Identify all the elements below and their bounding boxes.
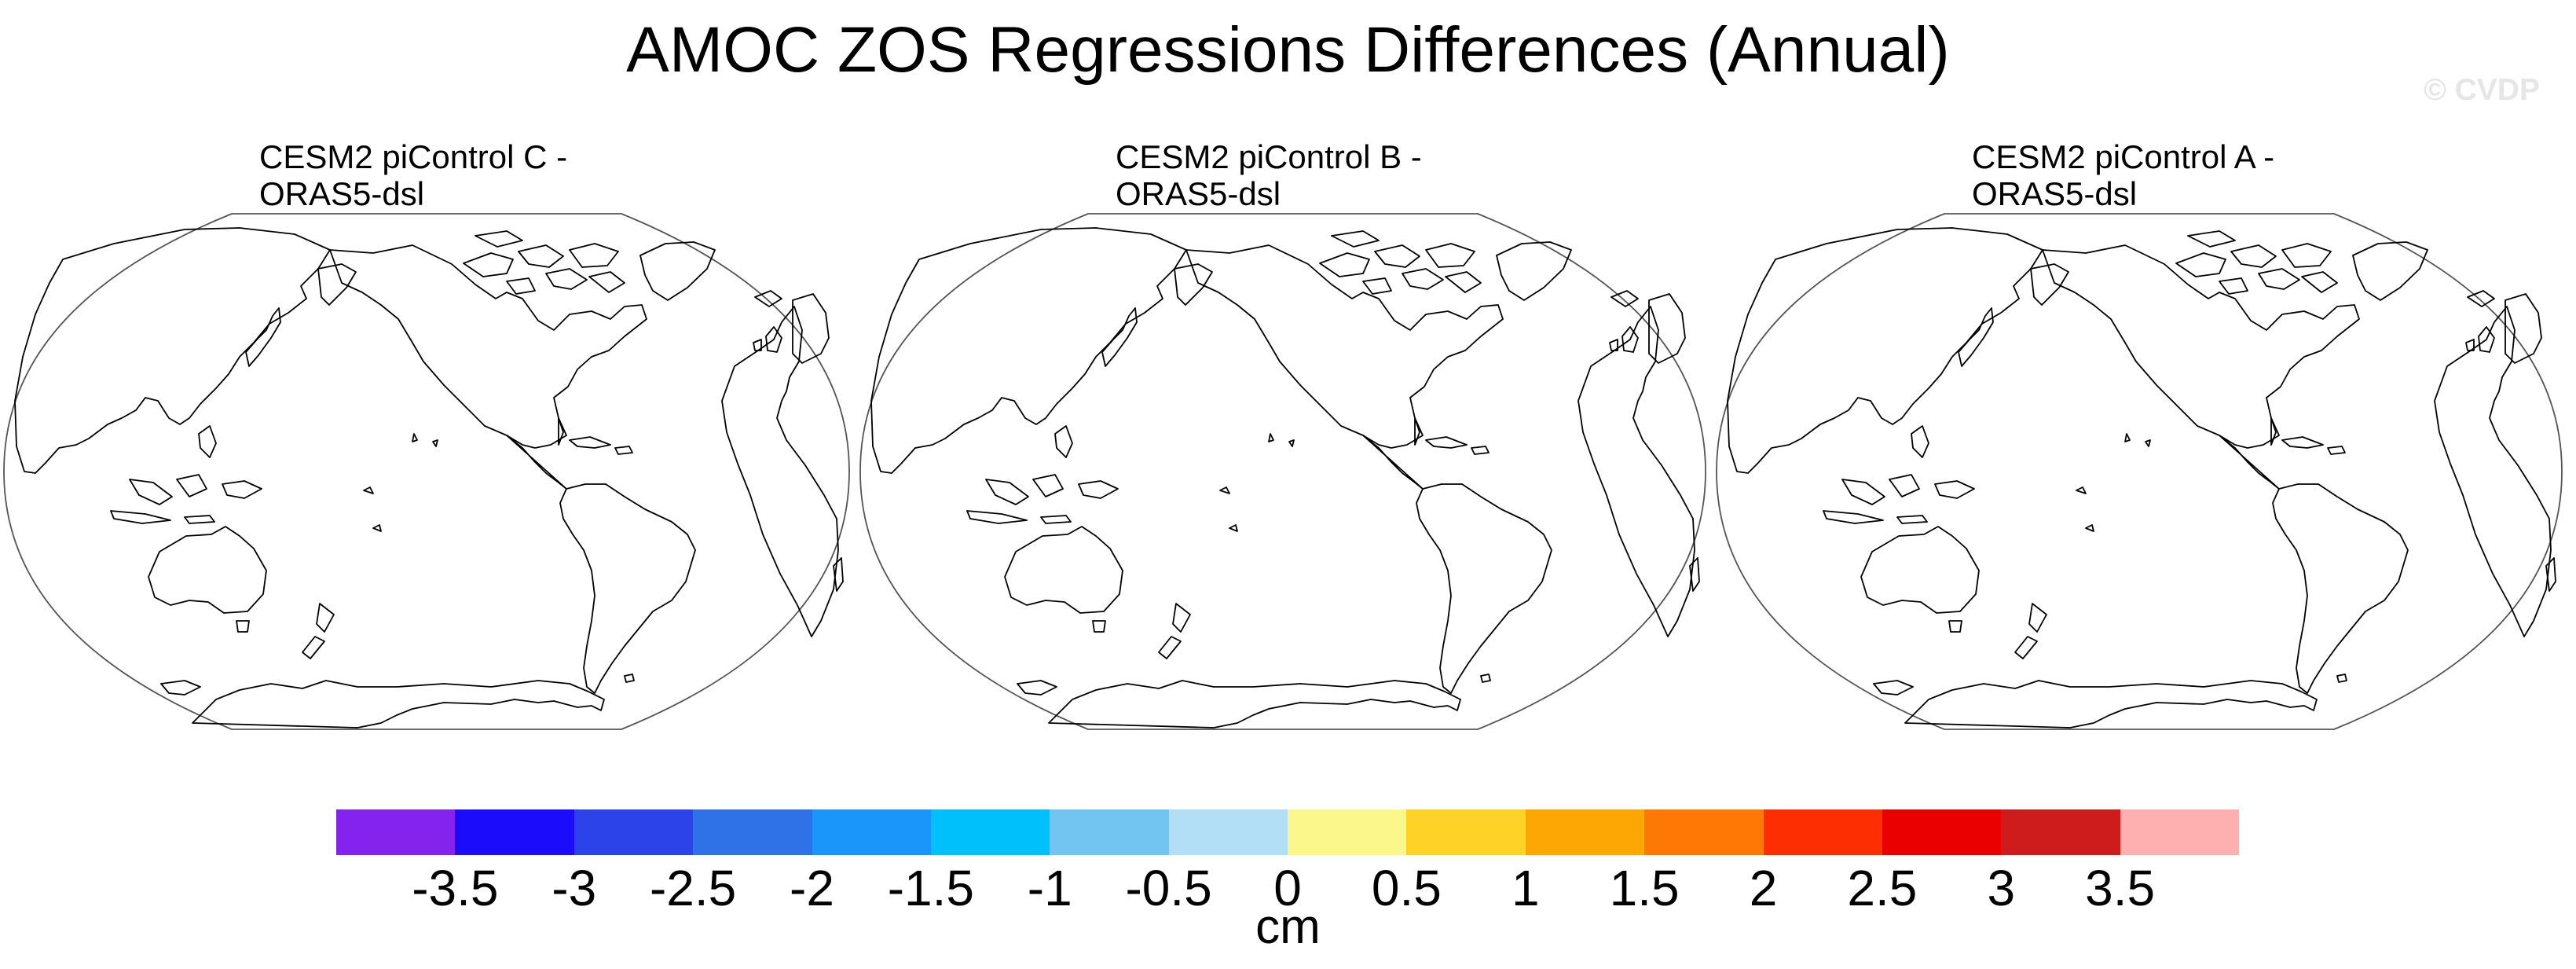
colorbar-tick-label: -2 <box>790 860 834 916</box>
colorbar-unit: cm <box>1255 900 1321 954</box>
colorbar-tick-label: 2 <box>1749 860 1778 916</box>
cvdp-watermark: © CVDP <box>2424 73 2540 107</box>
panel-title-line2: ORAS5-dsl <box>259 175 425 212</box>
colorbar-swatch <box>1288 809 1407 855</box>
panel-title-line2: ORAS5-dsl <box>1972 175 2138 212</box>
colorbar-swatch <box>1644 809 1764 855</box>
world-map <box>859 213 1706 730</box>
colorbar-tick-label: 0.5 <box>1371 860 1442 916</box>
colorbar-swatch <box>1525 809 1645 855</box>
colorbar-swatch <box>455 809 574 855</box>
panel-title-line1: CESM2 piControl C - <box>259 138 568 175</box>
map-panel-a: CESM2 piControl A - ORAS5-dsl <box>1716 138 2563 736</box>
panel-title-line1: CESM2 piControl B - <box>1116 138 1422 175</box>
colorbar-tick-label: 0 <box>1273 860 1302 916</box>
map-boundary <box>859 213 1706 730</box>
panel-title: CESM2 piControl B - ORAS5-dsl <box>1116 138 1422 212</box>
map-boundary <box>3 213 850 730</box>
colorbar-swatch <box>336 809 456 855</box>
colorbar-swatch <box>573 809 694 855</box>
colorbar-tick-label: 3.5 <box>2085 860 2156 916</box>
colorbar <box>336 809 2239 855</box>
colorbar-tick-label: -1.5 <box>887 860 975 916</box>
colorbar-swatch <box>1882 809 2002 855</box>
colorbar-tick-label: -3.5 <box>412 860 499 916</box>
colorbar-swatch <box>812 809 931 855</box>
coastlines <box>870 227 1700 729</box>
panel-title-line2: ORAS5-dsl <box>1116 175 1281 212</box>
colorbar-tick-label: -0.5 <box>1125 860 1212 916</box>
colorbar-ticks: -3.5 -3 -2.5 -2 -1.5 -1 -0.5 0 0.5 1 1.5 2 2.5 3 3.5 <box>0 858 2576 921</box>
figure-title: AMOC ZOS Regressions Differences (Annual… <box>626 14 1950 86</box>
colorbar-swatch <box>2001 809 2120 855</box>
map-panel-b: CESM2 piControl B - ORAS5-dsl <box>859 138 1706 736</box>
colorbar-tick-label: 3 <box>1987 860 2016 916</box>
map-panel-c: CESM2 piControl C - ORAS5-dsl <box>3 138 850 736</box>
colorbar-tick-label: 2.5 <box>1847 860 1918 916</box>
colorbar-tick-label: 1 <box>1511 860 1540 916</box>
map-boundary <box>1716 213 2563 730</box>
panel-title: CESM2 piControl C - ORAS5-dsl <box>259 138 567 212</box>
colorbar-tick-label: -3 <box>551 860 597 916</box>
colorbar-swatch <box>693 809 812 855</box>
colorbar-tick-label: -2.5 <box>649 860 737 916</box>
colorbar-swatch <box>1168 809 1288 855</box>
colorbar-tick-label: -1 <box>1027 860 1072 916</box>
panel-title: CESM2 piControl A - ORAS5-dsl <box>1972 138 2274 212</box>
colorbar-swatch <box>1050 809 1169 855</box>
colorbar-tick-label: 1.5 <box>1609 860 1680 916</box>
world-map <box>3 213 850 730</box>
colorbar-swatch <box>1406 809 1526 855</box>
coastlines <box>1727 227 2556 729</box>
colorbar-swatch <box>930 809 1050 855</box>
colorbar-swatch <box>1763 809 1882 855</box>
coastlines <box>14 227 844 729</box>
panel-title-line1: CESM2 piControl A - <box>1972 138 2275 175</box>
world-map <box>1716 213 2563 730</box>
colorbar-swatch <box>2120 809 2239 855</box>
